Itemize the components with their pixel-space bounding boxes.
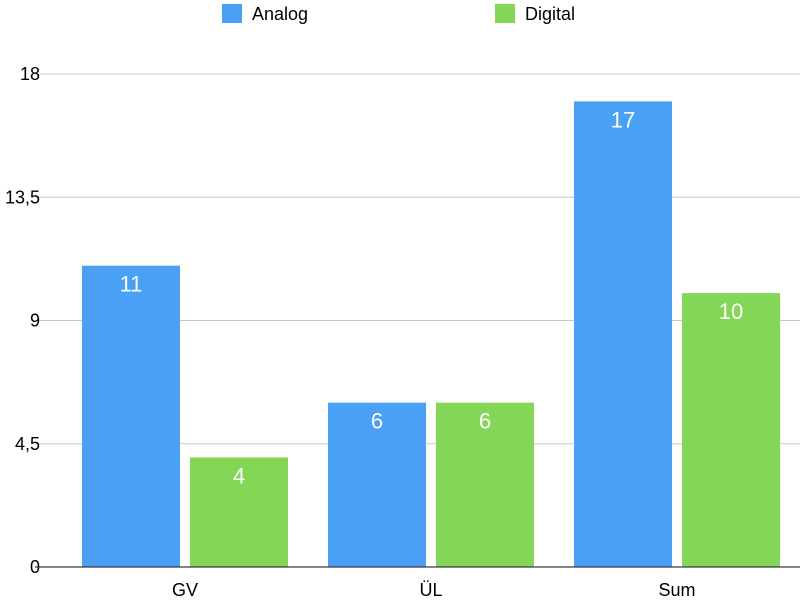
- legend-swatch-analog: [222, 4, 242, 23]
- y-tick-label: 18: [20, 64, 40, 84]
- data-label: 4: [233, 463, 245, 488]
- legend-swatch-digital: [495, 4, 515, 23]
- y-tick-label: 4,5: [15, 434, 40, 454]
- data-labels: 11 4 6 6 17 10: [120, 107, 744, 488]
- y-tick-label: 9: [30, 311, 40, 331]
- y-tick-label: 13,5: [5, 187, 40, 207]
- data-label: 11: [120, 272, 143, 297]
- data-label: 10: [719, 299, 743, 324]
- bar-analog-gv: [82, 265, 180, 567]
- bar-analog-sum: [574, 101, 672, 567]
- y-tick-label: 0: [30, 557, 40, 577]
- bars: [82, 101, 780, 567]
- x-category-label: ÜL: [419, 580, 442, 600]
- data-label: 17: [611, 107, 635, 132]
- data-label: 6: [479, 409, 491, 434]
- legend: Analog Digital: [222, 4, 575, 24]
- bar-digital-sum: [682, 293, 780, 567]
- data-label: 6: [371, 409, 383, 434]
- x-category-label: GV: [172, 580, 198, 600]
- bar-analog-ül: [328, 402, 426, 567]
- legend-label-analog: Analog: [252, 4, 308, 24]
- y-axis-tick-labels: 0 4,5 9 13,5 18: [5, 64, 40, 577]
- x-axis-category-labels: GV ÜL Sum: [172, 580, 696, 600]
- bar-digital-ül: [436, 402, 534, 567]
- bar-digital-gv: [190, 457, 288, 567]
- x-category-label: Sum: [658, 580, 695, 600]
- legend-label-digital: Digital: [525, 4, 575, 24]
